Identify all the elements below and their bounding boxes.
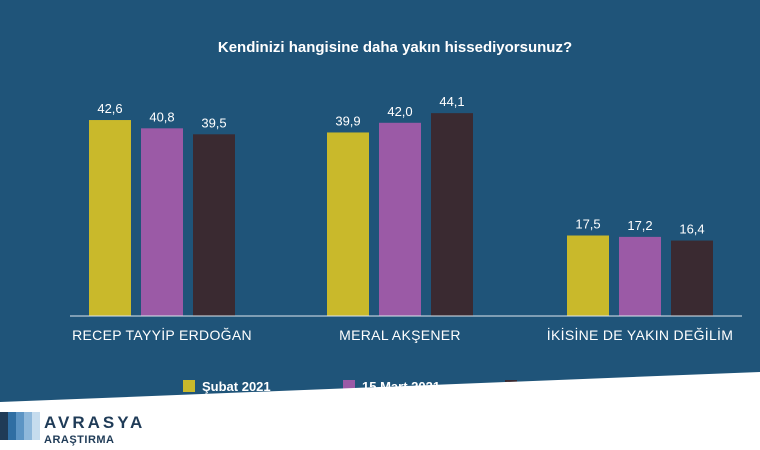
legend-label-1: Şubat 2021 [202, 379, 271, 394]
logo-name: AVRASYA [44, 413, 145, 432]
value-label-2-2: 42,0 [387, 104, 412, 119]
bar-2-3 [431, 113, 473, 316]
category-label-2: MERAL AKŞENER [339, 327, 461, 343]
bar-1-3 [193, 134, 235, 316]
category-labels-group: RECEP TAYYİP ERDOĞAN MERAL AKŞENER İKİSİNE… [72, 326, 733, 343]
value-label-1-3: 39,5 [201, 115, 226, 130]
logo-stripe-4 [24, 412, 32, 440]
value-label-1-2: 40,8 [149, 109, 174, 124]
logo-subtitle: ARAŞTIRMA [44, 434, 115, 446]
bar-3-1 [567, 235, 609, 316]
value-labels-group: 42,6 40,8 39,5 39,9 42,0 44,1 17,5 17,2 16,4 [97, 94, 704, 236]
category-label-1: RECEP TAYYİP ERDOĞAN [72, 326, 252, 343]
footer-panel [0, 372, 760, 450]
logo-stripe-2 [8, 412, 16, 440]
value-label-2-3: 44,1 [439, 94, 464, 109]
chart-title: Kendinizi hangisine daha yakın hissediyo… [218, 39, 572, 56]
bar-1-2 [141, 128, 183, 316]
bar-2-2 [379, 122, 421, 316]
bar-1-1 [89, 120, 131, 316]
logo-stripe-5 [32, 412, 40, 440]
value-label-3-2: 17,2 [627, 218, 652, 233]
value-label-2-1: 39,9 [335, 113, 360, 128]
category-label-3: İKİSİNE DE YAKIN DEĞİLİM [547, 326, 733, 343]
bars-group [89, 113, 713, 316]
bar-3-2 [619, 236, 661, 316]
value-label-1-1: 42,6 [97, 101, 122, 116]
logo-stripe-3 [16, 412, 24, 440]
value-label-3-3: 16,4 [679, 222, 704, 237]
bar-3-3 [671, 240, 713, 316]
logo-mark [0, 412, 40, 440]
value-label-3-1: 17,5 [575, 217, 600, 232]
logo-stripe-1 [0, 412, 8, 440]
bar-2-1 [327, 132, 369, 316]
legend-swatch-1 [183, 380, 195, 392]
